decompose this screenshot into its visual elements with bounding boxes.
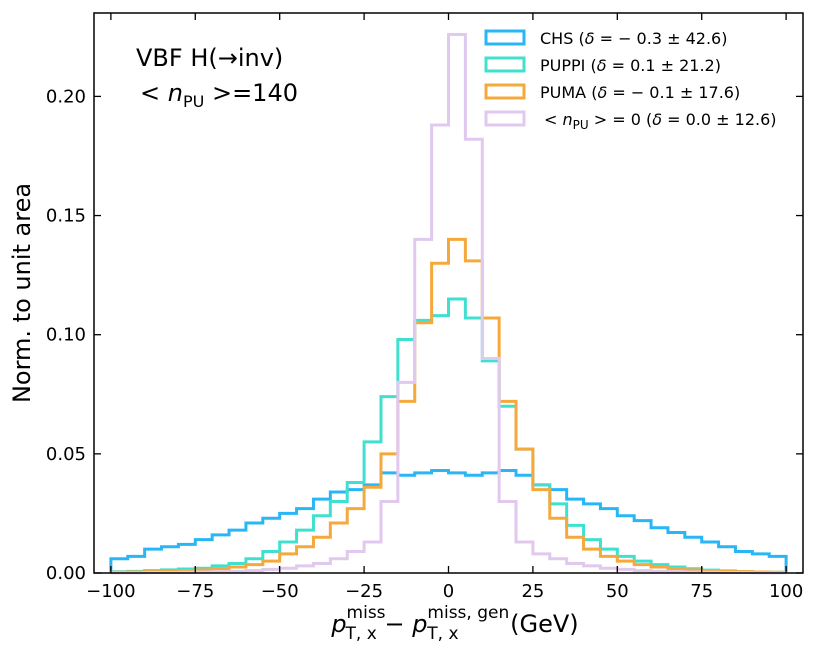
- annotation-line1: VBF H(→inv): [136, 44, 283, 72]
- x-tick-label-1: −75: [176, 581, 214, 602]
- x-tick-label-4: 0: [443, 581, 454, 602]
- legend-label-npu0: < nPU > = 0 (δ = 0.0 ± 12.6): [544, 110, 777, 132]
- y-axis-title: Norm. to unit area: [8, 183, 36, 403]
- legend-label-chs: CHS (δ = − 0.3 ± 42.6): [540, 29, 727, 48]
- x-tick-label-7: 75: [690, 581, 713, 602]
- x-tick-label-3: −25: [345, 581, 383, 602]
- legend-swatch-chs: [484, 29, 526, 46]
- series-layer: [109, 32, 788, 575]
- x-tick-label-0: −100: [86, 581, 135, 602]
- legend: CHS (δ = − 0.3 ± 42.6) PUPPI (δ = 0.1 ± …: [484, 29, 777, 132]
- ticks-layer: −100 −75 −50 −25 0 25 50 75 100 0.00 0.05 0.10 0.15 0…: [46, 13, 803, 602]
- legend-swatch-puppi: [484, 56, 526, 73]
- series-line-chs: [109, 469, 788, 573]
- annotation-lt: <: [140, 79, 168, 107]
- series-line--npu-0: [109, 32, 788, 575]
- x-tick-label-6: 50: [606, 581, 629, 602]
- y-tick-label-4: 0.20: [46, 86, 86, 107]
- series-line-puppi: [109, 297, 788, 574]
- y-tick-label-3: 0.15: [46, 206, 86, 227]
- legend-swatch-npu0: [484, 110, 526, 127]
- y-tick-label-2: 0.10: [46, 325, 86, 346]
- y-tick-label-0: 0.00: [46, 563, 86, 584]
- annotation-line2: < nPU >=140: [140, 79, 298, 111]
- legend-label-puppi: PUPPI (δ = 0.1 ± 21.2): [540, 56, 721, 75]
- x-tick-label-8: 100: [769, 581, 803, 602]
- x-tick-label-2: −50: [261, 581, 299, 602]
- annotation-n: n: [168, 79, 183, 107]
- legend-label-puma: PUMA (δ = − 0.1 ± 17.6): [540, 83, 740, 102]
- x-axis-title: pmiss T, x − pmiss, gen T, x (GeV): [330, 603, 578, 644]
- series-line-puma: [109, 237, 788, 574]
- annotation-rest: >=140: [204, 79, 298, 107]
- y-tick-label-1: 0.05: [46, 444, 86, 465]
- x-tick-label-5: 25: [521, 581, 544, 602]
- annotation-sub: PU: [183, 92, 204, 111]
- legend-swatch-puma: [484, 83, 526, 100]
